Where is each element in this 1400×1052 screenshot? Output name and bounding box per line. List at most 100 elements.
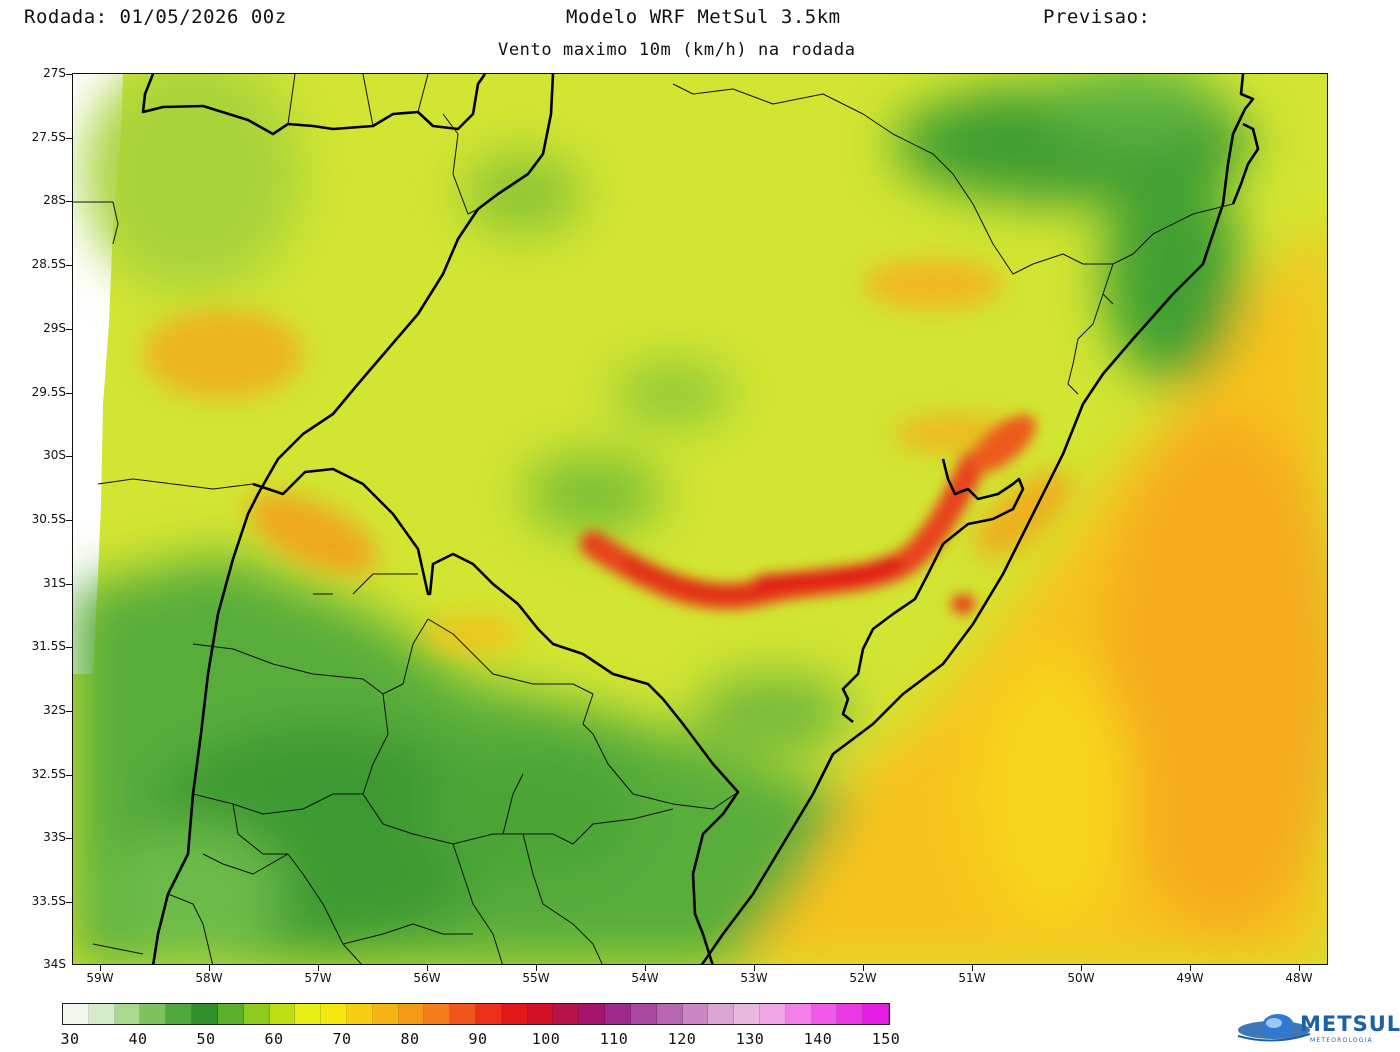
logo-wordmark: METSUL [1300, 1012, 1400, 1036]
lat-tick [66, 74, 72, 75]
lat-label: 31S [43, 576, 66, 590]
lon-tick [754, 965, 755, 971]
lat-tick [66, 138, 72, 139]
colorbar-swatch [579, 1004, 606, 1024]
colorbar-swatch [269, 1004, 296, 1024]
colorbar-swatch [527, 1004, 554, 1024]
colorbar-swatch [708, 1004, 735, 1024]
lat-label: 32.5S [31, 767, 66, 781]
colorbar-swatch [501, 1004, 528, 1024]
lat-label: 29S [43, 321, 66, 335]
lon-tick [972, 965, 973, 971]
colorbar-swatch [424, 1004, 451, 1024]
lon-label: 54W [631, 971, 659, 985]
metsul-logo-icon [1237, 1014, 1311, 1042]
colorbar-swatch [346, 1004, 373, 1024]
colorbar-swatch [243, 1004, 270, 1024]
lat-tick [66, 393, 72, 394]
lat-tick [66, 711, 72, 712]
logo-tagline: METEOROLOGIA [1310, 1037, 1373, 1044]
lon-label: 58W [195, 971, 223, 985]
lon-tick [100, 965, 101, 971]
map-subtitle: Vento maximo 10m (km/h) na rodada [498, 40, 856, 60]
municipal-borders [73, 74, 1234, 964]
lon-tick [1190, 965, 1191, 971]
lon-label: 55W [522, 971, 550, 985]
colorbar-label: 30 [60, 1030, 80, 1048]
colorbar-label: 120 [667, 1030, 697, 1048]
lat-tick [66, 584, 72, 585]
colorbar-swatch [734, 1004, 760, 1024]
lat-label: 30.5S [31, 512, 66, 526]
model-title: Modelo WRF MetSul 3.5km [566, 6, 841, 28]
lon-label: 57W [304, 971, 332, 985]
lon-label: 48W [1285, 971, 1313, 985]
lat-tick [66, 838, 72, 839]
lat-tick [66, 456, 72, 457]
colorbar-label: 40 [128, 1030, 148, 1048]
colorbar-swatch [863, 1004, 889, 1024]
colorbar-swatch [682, 1004, 709, 1024]
lat-tick [66, 201, 72, 202]
lon-label: 52W [849, 971, 877, 985]
colorbar-label: 150 [871, 1030, 901, 1048]
lat-label: 31.5S [31, 639, 66, 653]
colorbar-swatch [63, 1004, 89, 1024]
lon-tick [1081, 965, 1082, 971]
colorbar-label: 60 [264, 1030, 284, 1048]
colorbar-swatch [553, 1004, 580, 1024]
colorbar-swatch [295, 1004, 322, 1024]
lat-label: 33S [43, 830, 66, 844]
lon-label: 53W [740, 971, 768, 985]
colorbar-swatch [372, 1004, 399, 1024]
wind-speed-colorbar [62, 1003, 890, 1025]
lat-label: 32S [43, 703, 66, 717]
lat-tick [66, 329, 72, 330]
colorbar-label: 140 [803, 1030, 833, 1048]
colorbar-label: 80 [400, 1030, 420, 1048]
lon-label: 50W [1067, 971, 1095, 985]
colorbar-swatch [114, 1004, 141, 1024]
run-date-label: Rodada: 01/05/2026 00z [24, 6, 287, 28]
colorbar-label: 110 [599, 1030, 629, 1048]
lon-tick [318, 965, 319, 971]
lon-label: 51W [958, 971, 986, 985]
colorbar-swatch [656, 1004, 683, 1024]
colorbar-label: 50 [196, 1030, 216, 1048]
wind-field-svg [73, 74, 1327, 964]
colorbar-swatch [192, 1004, 218, 1024]
lat-label: 28.5S [31, 257, 66, 271]
colorbar-swatch [88, 1004, 115, 1024]
colorbar-swatch [217, 1004, 244, 1024]
colorbar-swatch [605, 1004, 631, 1024]
colorbar-swatch [476, 1004, 502, 1024]
lat-tick [66, 902, 72, 903]
lat-label: 27S [43, 66, 66, 80]
lat-label: 33.5S [31, 894, 66, 908]
colorbar-label: 130 [735, 1030, 765, 1048]
lon-label: 59W [86, 971, 114, 985]
colorbar-swatch [321, 1004, 347, 1024]
lon-tick [427, 965, 428, 971]
lon-tick [209, 965, 210, 971]
lon-tick [863, 965, 864, 971]
colorbar-swatch [450, 1004, 476, 1024]
lat-tick [66, 265, 72, 266]
lat-label: 30S [43, 448, 66, 462]
colorbar-swatch [630, 1004, 657, 1024]
lon-tick [536, 965, 537, 971]
lon-tick [1299, 965, 1300, 971]
colorbar-swatch [837, 1004, 864, 1024]
lat-tick [66, 775, 72, 776]
lat-tick [66, 647, 72, 648]
lat-label: 27.5S [31, 130, 66, 144]
forecast-label: Previsao: [1043, 6, 1151, 28]
colorbar-swatch [759, 1004, 786, 1024]
lon-label: 56W [413, 971, 441, 985]
lat-label: 29.5S [31, 385, 66, 399]
colorbar-swatch [398, 1004, 425, 1024]
colorbar-swatch [811, 1004, 838, 1024]
colorbar-swatch [166, 1004, 193, 1024]
wind-map [72, 73, 1328, 965]
lat-label: 28S [43, 193, 66, 207]
